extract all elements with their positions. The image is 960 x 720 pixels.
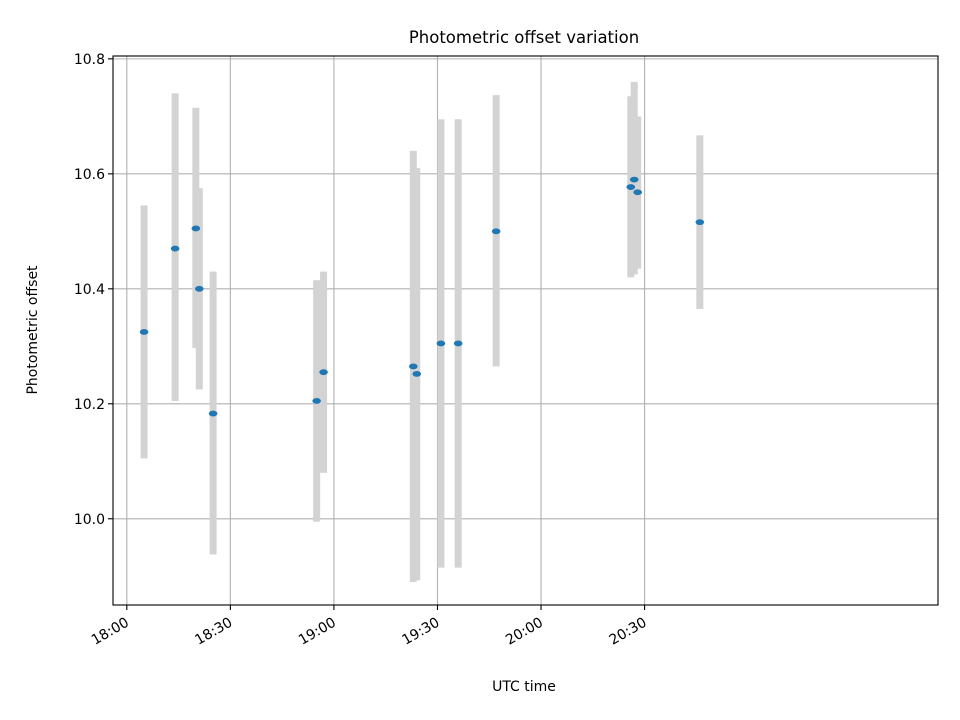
x-axis-label: UTC time xyxy=(492,679,556,695)
data-point xyxy=(170,245,180,252)
y-tick-label: 10.2 xyxy=(74,397,105,413)
y-tick-label: 10.4 xyxy=(74,282,105,298)
data-point xyxy=(453,340,463,347)
data-point xyxy=(409,363,418,370)
data-points xyxy=(139,176,705,417)
y-tick-label: 10.0 xyxy=(74,512,105,528)
data-point xyxy=(695,219,705,226)
data-point xyxy=(633,189,642,196)
data-point xyxy=(629,176,639,183)
data-point xyxy=(208,410,218,417)
data-point xyxy=(626,184,636,190)
chart-title: Photometric offset variation xyxy=(409,28,639,47)
data-point xyxy=(436,340,446,347)
data-point xyxy=(319,369,328,376)
data-point xyxy=(194,285,204,292)
y-tick-label: 10.8 xyxy=(74,52,105,68)
data-point xyxy=(412,371,422,377)
data-point xyxy=(312,398,321,404)
y-axis-ticks: 10.0 10.2 10.4 10.6 10.8 xyxy=(74,52,113,528)
plot-frame xyxy=(112,55,939,606)
y-tick-label: 10.6 xyxy=(74,167,105,183)
y-axis-label: Photometric offset xyxy=(25,265,41,395)
data-point xyxy=(191,225,201,232)
data-point xyxy=(491,228,501,235)
data-point xyxy=(139,329,149,335)
grid xyxy=(113,56,938,605)
